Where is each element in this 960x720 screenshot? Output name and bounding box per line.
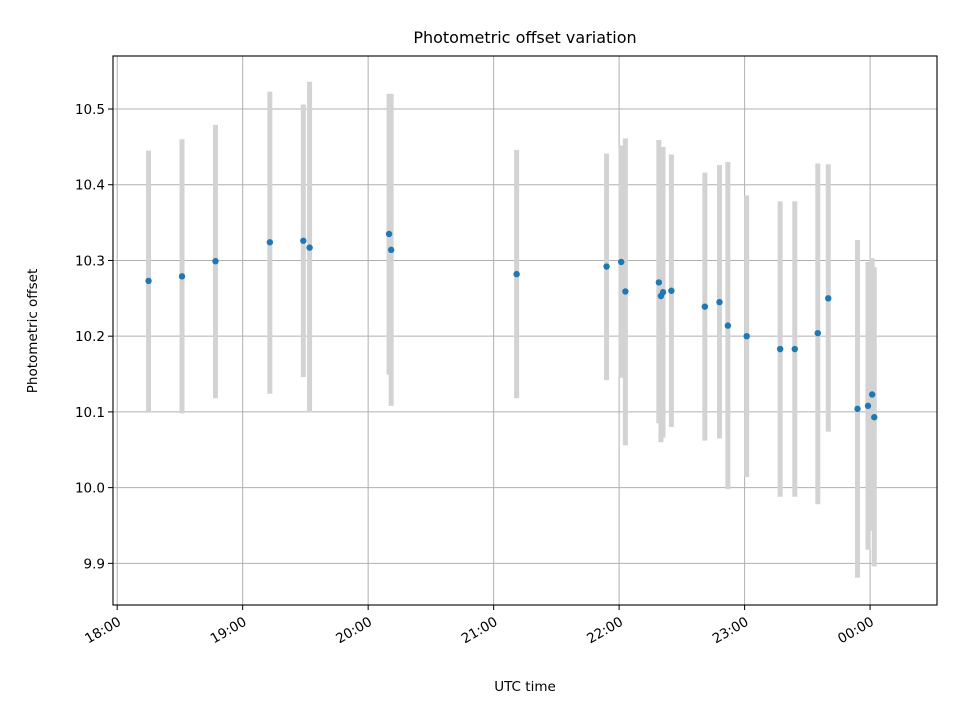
y-tick-label: 10.3 [75, 253, 105, 269]
data-point [306, 244, 313, 251]
plot-frame [112, 55, 938, 606]
data-point [513, 270, 520, 278]
y-tick-label: 10.2 [75, 329, 105, 345]
data-point [385, 230, 393, 238]
data-point [655, 279, 663, 286]
data-point [387, 246, 395, 254]
data-point [854, 405, 861, 413]
y-axis: 9.9 10.0 10.1 10.2 10.3 10.4 10.5 [75, 102, 113, 572]
y-axis-label: Photometric offset [25, 269, 41, 393]
data-point [668, 287, 675, 294]
data-point [776, 345, 784, 353]
data-point [300, 237, 307, 244]
y-tick-label: 10.1 [75, 405, 105, 421]
data-points [145, 230, 878, 421]
data-point [825, 295, 832, 302]
data-point [212, 258, 219, 265]
chart-title: Photometric offset variation [413, 28, 636, 47]
data-point [618, 258, 625, 266]
data-point [266, 239, 274, 246]
data-point [814, 329, 821, 337]
data-point [743, 332, 750, 340]
data-point [701, 303, 709, 310]
data-point [603, 263, 610, 270]
x-axis-label: UTC time [494, 679, 556, 695]
data-point [724, 322, 732, 329]
data-point [791, 345, 798, 353]
data-point [716, 298, 723, 306]
grid-lines [113, 56, 937, 605]
data-point [864, 402, 872, 410]
y-tick-label: 9.9 [84, 556, 105, 572]
plot-area [113, 56, 937, 605]
data-point [178, 273, 186, 280]
data-point [622, 288, 629, 295]
data-point [145, 277, 152, 285]
data-point [871, 414, 878, 421]
y-tick-label: 10.0 [75, 481, 105, 497]
y-tick-label: 10.5 [75, 102, 105, 118]
data-point [868, 391, 876, 398]
data-point [659, 289, 667, 296]
y-tick-label: 10.4 [75, 178, 105, 194]
